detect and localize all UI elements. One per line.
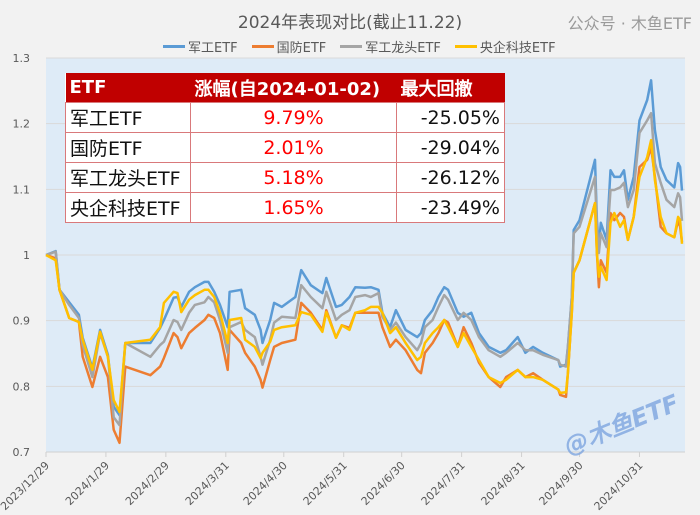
header-etf: ETF	[65, 73, 191, 103]
legend-item: 军工ETF	[163, 37, 238, 56]
x-tick-label: 2024/5/31	[301, 459, 350, 508]
y-tick-label: 0.9	[13, 315, 31, 328]
table-row: 军工ETF 9.79% -25.05%	[65, 102, 505, 133]
legend-swatch	[340, 45, 363, 48]
table-row: 国防ETF 2.01% -29.04%	[65, 132, 505, 163]
table-header-row: ETF 涨幅(自2024-01-02) 最大回撤	[65, 73, 505, 103]
x-tick-label: 2024/10/31	[592, 459, 646, 513]
legend-item: 国防ETF	[251, 37, 327, 56]
header-gain: 涨幅(自2024-01-02)	[190, 73, 397, 103]
legend-label: 央企科技ETF	[479, 41, 556, 56]
x-tick-label: 2024/6/30	[359, 459, 408, 508]
y-tick-label: 0.7	[13, 446, 31, 459]
y-tick-label: 1.3	[13, 52, 31, 65]
x-tick-label: 2024/3/31	[183, 459, 232, 508]
table-row: 军工龙头ETF 5.18% -26.12%	[65, 162, 505, 193]
drawdown-value: -29.04%	[396, 132, 505, 163]
x-tick-label: 2024/2/29	[123, 459, 172, 508]
legend: 军工ETF 国防ETF 军工龙头ETF 央企科技ETF	[163, 37, 556, 56]
x-tick-label: 2024/1/29	[63, 459, 112, 508]
etf-name: 央企科技ETF	[65, 192, 191, 223]
gain-value: 5.18%	[190, 162, 397, 193]
drawdown-value: -25.05%	[396, 102, 505, 133]
legend-swatch	[163, 45, 185, 48]
drawdown-value: -23.49%	[396, 192, 505, 223]
y-tick-label: 1.2	[13, 118, 31, 131]
etf-name: 军工龙头ETF	[65, 162, 191, 193]
etf-name: 国防ETF	[65, 132, 191, 163]
legend-label: 军工龙头ETF	[365, 41, 441, 56]
y-tick-label: 1	[23, 249, 30, 262]
legend-item: 央企科技ETF	[454, 37, 556, 56]
table-row: 央企科技ETF 1.65% -23.49%	[65, 192, 505, 223]
gain-value: 9.79%	[190, 102, 397, 133]
series-line-央企科技ETF	[45, 138, 684, 414]
gain-value: 2.01%	[190, 132, 397, 163]
series-line-军工龙头ETF	[45, 111, 684, 427]
etf-name: 军工ETF	[65, 102, 191, 133]
y-tick-label: 0.8	[13, 380, 31, 393]
legend-swatch	[251, 45, 274, 48]
gain-value: 1.65%	[190, 192, 397, 223]
x-tick-label: 2023/12/29	[0, 459, 52, 513]
watermark-account: 公众号 · 木鱼ETF	[567, 14, 692, 33]
x-tick-label: 2024/8/31	[479, 459, 528, 508]
legend-swatch	[454, 45, 477, 48]
x-tick-label: 2024/4/30	[241, 459, 290, 508]
performance-table: ETF 涨幅(自2024-01-02) 最大回撤 军工ETF 9.79% -25…	[65, 73, 505, 223]
chart-title: 2024年表现对比(截止11.22)	[237, 13, 463, 33]
y-tick-label: 1.1	[13, 183, 31, 196]
header-drawdown: 最大回撤	[396, 73, 505, 103]
legend-label: 国防ETF	[276, 41, 327, 56]
legend-label: 军工ETF	[188, 41, 238, 56]
drawdown-value: -26.12%	[396, 162, 505, 193]
x-tick-label: 2024/9/30	[537, 459, 586, 508]
legend-item: 军工龙头ETF	[340, 37, 441, 56]
x-tick-label: 2024/7/31	[419, 459, 468, 508]
